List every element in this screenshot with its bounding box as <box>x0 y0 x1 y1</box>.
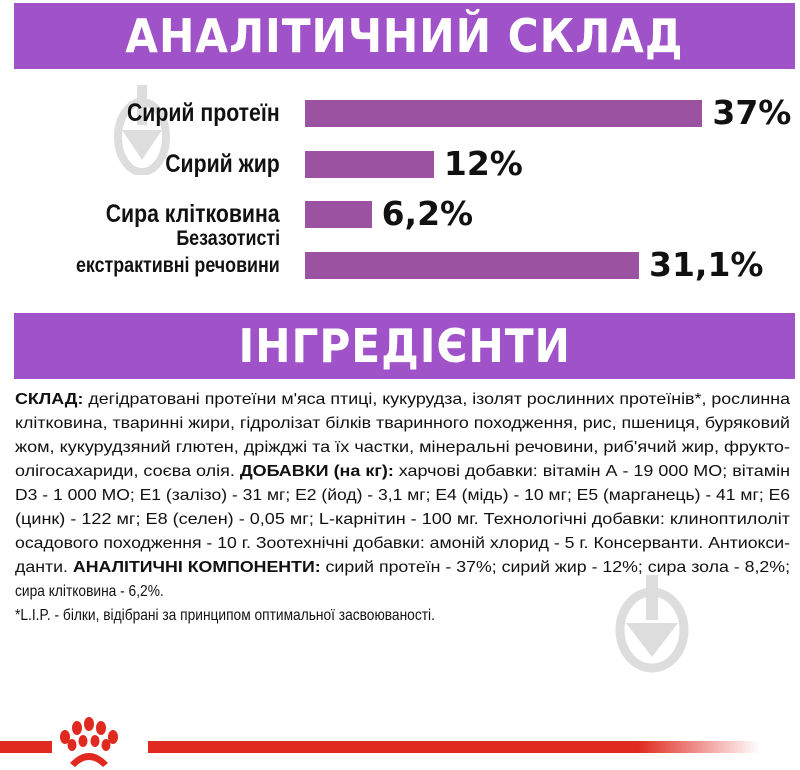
bar <box>305 151 434 178</box>
ingredients-fragment: дегідратовані протеїни м'яса птиці, куку… <box>83 391 790 408</box>
data-label: 37% <box>712 93 792 132</box>
bar <box>305 201 372 228</box>
ingredients-line: жом, кукурудзяний глютен, дріжджі та їх … <box>15 436 790 460</box>
ingredients-line: D3 - 1 000 МО; Е1 (залізо) - 31 мг; Е2 (… <box>15 484 790 508</box>
ingredients-fragment: данти. <box>15 559 73 576</box>
ingredients-fragment: жом, кукурудзяний глютен, дріжджі та їх … <box>15 439 791 456</box>
category-label: Сира клітковина <box>106 200 280 228</box>
ingredients-fragment: *L.I.P. - білки, відібрані за принципом … <box>15 607 435 624</box>
data-label: 12% <box>443 144 523 183</box>
ingredients-line: олігосахариди, соєва олія. ДОБАВКИ (на к… <box>15 460 790 484</box>
analytical-composition-title: АНАЛІТИЧНИЙ СКЛАД <box>125 9 684 63</box>
ingredients-fragment: D3 - 1 000 МО; Е1 (залізо) - 31 мг; Е2 (… <box>15 487 791 504</box>
category-label: Безазотисті <box>176 227 280 250</box>
ingredients-line: СКЛАД: дегідратовані протеїни м'яса птиц… <box>15 388 790 412</box>
analytical-composition-header: АНАЛІТИЧНИЙ СКЛАД <box>14 3 795 69</box>
ingredients-heading: ДОБАВКИ (на кг): <box>239 463 394 480</box>
ingredients-text: СКЛАД: дегідратовані протеїни м'яса птиц… <box>15 388 790 628</box>
ingredients-heading: АНАЛІТИЧНІ КОМПОНЕНТИ: <box>72 559 321 576</box>
ingredients-fragment: харчові добавки: вітамін А - 19 000 МО; … <box>393 463 791 480</box>
ingredients-line: *L.I.P. - білки, відібрані за принципом … <box>15 604 435 628</box>
royal-canin-crown-icon <box>0 717 760 767</box>
ingredients-fragment: осадового походження - 10 г. Зоотехнічні… <box>15 535 790 552</box>
ingredients-header: ІНГРЕДІЄНТИ <box>14 313 795 379</box>
bar <box>305 252 639 279</box>
ingredients-line: данти. АНАЛІТИЧНІ КОМПОНЕНТИ: сирий прот… <box>15 556 790 580</box>
ingredients-line: осадового походження - 10 г. Зоотехнічні… <box>15 532 790 556</box>
ingredients-heading: СКЛАД: <box>15 391 84 408</box>
data-label: 31,1% <box>649 245 764 284</box>
ingredients-fragment: сирий протеїн - 37%; сирий жир - 12%; си… <box>320 559 791 576</box>
category-label: Сирий жир <box>165 150 280 178</box>
ingredients-fragment: (цинк) - 122 мг; Е8 (селен) - 0,05 мг; L… <box>15 511 790 528</box>
watermark-icon <box>114 85 170 175</box>
category-label: екстрактивні речовини <box>76 254 280 277</box>
watermark-icon <box>615 575 689 673</box>
ingredients-title: ІНГРЕДІЄНТИ <box>238 319 571 373</box>
category-label: Сирий протеїн <box>127 99 280 127</box>
ingredients-line: сира клітковина - 6,2%. <box>15 580 164 604</box>
ingredients-line: клітковина, тваринні жири, гідролізат бі… <box>15 412 790 436</box>
ingredients-fragment: сира клітковина - 6,2%. <box>15 583 164 600</box>
ingredients-line: (цинк) - 122 мг; Е8 (селен) - 0,05 мг; L… <box>15 508 790 532</box>
data-label: 6,2% <box>381 194 474 233</box>
ingredients-fragment: олігосахариди, соєва олія. <box>15 463 240 480</box>
bar <box>305 100 703 127</box>
ingredients-fragment: клітковина, тваринні жири, гідролізат бі… <box>15 415 791 432</box>
